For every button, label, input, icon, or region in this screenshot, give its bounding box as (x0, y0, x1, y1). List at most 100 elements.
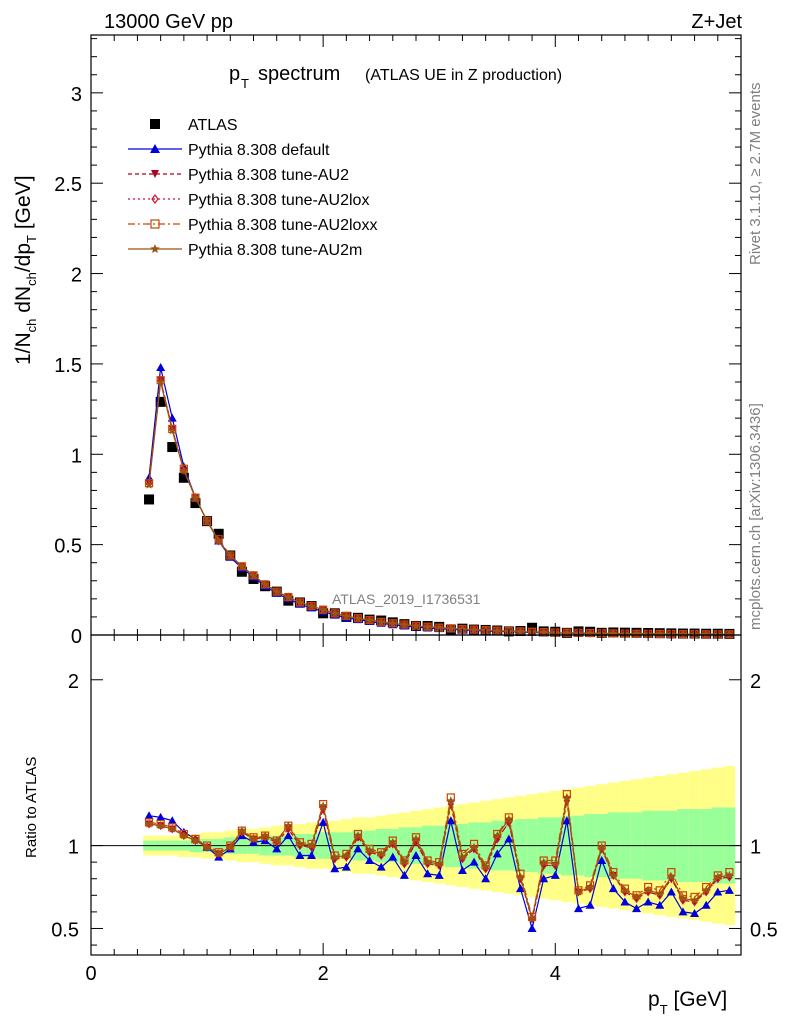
upper-data-point (423, 622, 432, 631)
upper-data-point (144, 480, 154, 489)
ratio-data-point (202, 842, 212, 851)
ratio-data-point (469, 842, 479, 851)
legend-label: Pythia 8.308 tune-AU2 (188, 167, 349, 184)
upper-data-point (213, 528, 224, 539)
upper-data-point (226, 551, 235, 560)
plot-title: p T spectrum (ATLAS UE in Z production) (229, 63, 562, 91)
upper-data-point (156, 377, 165, 386)
upper-data-point (167, 442, 178, 453)
ratio-data-point (399, 870, 409, 879)
ratio-data-point (713, 887, 723, 896)
upper-y-tick-label: 3 (71, 84, 82, 106)
ratio-data-point (690, 895, 699, 904)
legend-label: ATLAS (188, 117, 238, 134)
x-tick-label: 4 (550, 963, 561, 985)
upper-data-point (144, 494, 155, 505)
ratio-data-point (562, 793, 572, 802)
ratio-data-point (365, 846, 374, 855)
ratio-data-point (655, 889, 664, 898)
upper-y-axis-label: 1/Nch dNch/dpT [GeV] (12, 175, 39, 365)
upper-data-point (365, 615, 374, 624)
ratio-data-point (226, 842, 235, 851)
upper-data-point (156, 363, 166, 372)
ratio-data-point (725, 870, 734, 880)
ratio-plot-marks (144, 790, 734, 932)
ratio-data-point (690, 909, 700, 918)
upper-data-point (191, 493, 200, 502)
ratio-data-point (632, 892, 641, 901)
ratio-data-point (295, 851, 305, 860)
ratio-data-point (434, 859, 444, 868)
upper-y-tick-label: 0 (71, 626, 82, 648)
upper-data-point (388, 618, 398, 628)
ratio-data-point (144, 819, 154, 828)
legend-entry-2: Pythia 8.308 tune-AU2 (128, 167, 349, 184)
upper-data-point (272, 587, 281, 596)
upper-data-point (202, 516, 212, 525)
upper-data-point (168, 426, 177, 435)
legend-entry-1: Pythia 8.308 default (128, 142, 330, 159)
x-axis-label: pT [GeV] (648, 988, 727, 1017)
ratio-data-point (237, 826, 247, 835)
legend-marker (150, 144, 160, 153)
plot-title-rest: spectrum (258, 63, 340, 85)
ratio-data-point (504, 814, 514, 823)
ratio-data-point (597, 842, 606, 851)
legend-label: Pythia 8.308 tune-AU2lox (188, 192, 369, 209)
ratio-data-point (701, 900, 711, 909)
upper-data-point (539, 627, 548, 636)
ratio-data-point (307, 841, 316, 850)
ratio-data-point (493, 831, 502, 840)
legend-label: Pythia 8.308 tune-AU2loxx (188, 217, 377, 234)
ratio-data-point (318, 801, 328, 810)
upper-data-point (446, 624, 456, 633)
upper-data-point (701, 629, 711, 638)
legend-marker (150, 119, 160, 129)
upper-data-point (330, 608, 339, 617)
ratio-data-point (504, 834, 514, 843)
lower-y-tick-label-right: 1 (750, 837, 761, 859)
ratio-data-point (551, 859, 560, 868)
ratio-data-point (678, 907, 688, 916)
legend-entry-4: Pythia 8.308 tune-AU2loxx (128, 217, 377, 234)
ratio-data-point (608, 884, 618, 893)
legend-marker (150, 219, 160, 229)
upper-data-point (376, 617, 386, 626)
ratio-data-point (272, 844, 282, 853)
ratio-series-5 (144, 793, 734, 923)
ratio-data-point (376, 862, 386, 871)
ratio-data-point (156, 812, 166, 821)
ratio-data-point (492, 849, 502, 858)
axes: 0 0.5 1 1.5 2 2.5 3 0 2 4 0.5 0.5 1 1 2 2 (51, 34, 778, 985)
ratio-data-point (353, 831, 363, 840)
upper-y-tick-label: 2.5 (54, 174, 82, 196)
legend-marker (151, 194, 159, 204)
upper-data-point (400, 620, 409, 629)
legend-label: Pythia 8.308 default (188, 142, 330, 159)
ratio-data-point (597, 855, 607, 864)
ratio-data-point (214, 849, 223, 858)
ratio-data-point (434, 870, 444, 879)
ratio-data-point (550, 870, 560, 879)
ratio-data-point (539, 857, 548, 866)
upper-data-point (725, 630, 734, 639)
lower-y-tick-label-left: 2 (68, 671, 79, 693)
upper-data-point (249, 570, 258, 579)
ratio-data-point (643, 897, 653, 906)
ratio-data-point (446, 796, 456, 805)
svg-text:1/Nch dNch/dpT [GeV]: 1/Nch dNch/dpT [GeV] (12, 175, 39, 365)
energy-label: 13000 GeV pp (104, 11, 233, 33)
rivet-label: Rivet 3.1.10, ≥ 2.7M events (747, 83, 764, 266)
analysis-id: ATLAS_2019_I1736531 (332, 591, 481, 607)
process-label: Z+Jet (691, 11, 742, 33)
svg-text:pT [GeV]: pT [GeV] (648, 988, 727, 1017)
ratio-data-point (167, 816, 177, 825)
ratio-data-point (307, 851, 317, 860)
x-tick-label: 0 (85, 963, 96, 985)
upper-data-point (155, 396, 166, 407)
ratio-data-point (295, 839, 305, 848)
ratio-data-point (457, 865, 467, 874)
ratio-data-point (388, 837, 398, 846)
upper-data-point (307, 601, 316, 610)
ratio-data-point (330, 852, 339, 861)
